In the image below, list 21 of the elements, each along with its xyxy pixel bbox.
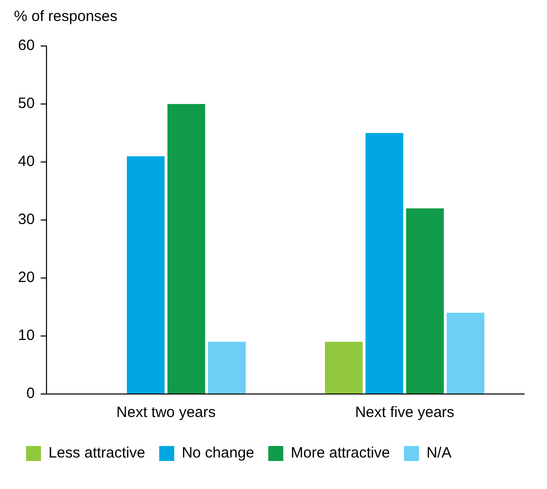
y-tick-label: 10 bbox=[18, 327, 35, 344]
y-tick-label: 60 bbox=[18, 37, 35, 54]
legend-label: Less attractive bbox=[48, 444, 146, 462]
legend-label: No change bbox=[182, 444, 254, 462]
y-axis-title: % of responses bbox=[14, 8, 118, 25]
y-tick-label: 50 bbox=[18, 95, 35, 112]
bar bbox=[324, 342, 363, 394]
y-tick-label: 40 bbox=[18, 153, 35, 170]
x-tick-label: Next two years bbox=[116, 404, 216, 422]
legend-label: N/A bbox=[426, 444, 452, 462]
y-tick-label: 0 bbox=[26, 385, 35, 402]
bar bbox=[446, 312, 484, 394]
y-tick-label: 30 bbox=[18, 211, 35, 228]
bar bbox=[406, 208, 444, 394]
bar bbox=[167, 104, 206, 394]
y-tick-label: 20 bbox=[18, 269, 35, 286]
legend-label: More attractive bbox=[290, 444, 390, 462]
bar bbox=[126, 156, 165, 394]
bar bbox=[208, 342, 246, 394]
x-tick-label: Next five years bbox=[355, 404, 454, 422]
bar bbox=[366, 133, 404, 394]
